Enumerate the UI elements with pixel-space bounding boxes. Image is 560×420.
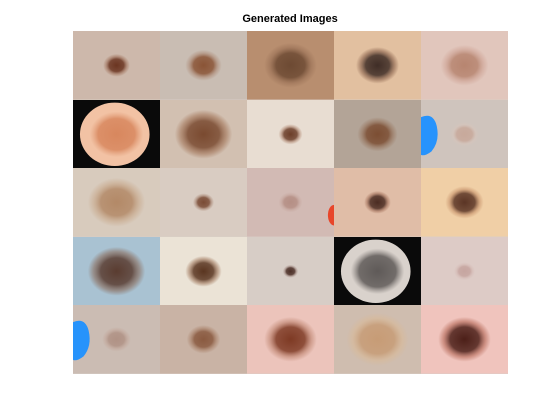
lesion [278, 192, 303, 213]
generated-image-tile [247, 305, 334, 374]
lesion [453, 262, 476, 281]
lesion [185, 255, 222, 287]
generated-image-tile [247, 168, 334, 237]
generated-image-tile [247, 236, 334, 306]
lesion [102, 327, 131, 352]
lesion [282, 264, 299, 278]
generated-image-tile [334, 31, 421, 100]
generated-image-tile [421, 31, 508, 100]
blue-marker-patch [73, 321, 90, 361]
lesion [186, 325, 221, 354]
generated-image-tile [421, 168, 508, 237]
generated-image-tile [73, 305, 160, 374]
image-montage [73, 31, 508, 374]
lesion [440, 44, 489, 86]
lesion [264, 42, 317, 88]
lesion [438, 317, 491, 363]
lesion [192, 193, 215, 212]
lesion [344, 242, 411, 300]
lesion [87, 246, 146, 296]
generated-image-tile [334, 305, 421, 374]
lesion [355, 46, 400, 84]
lesion [346, 313, 409, 367]
generated-image-tile [73, 31, 160, 100]
figure-title: Generated Images [242, 13, 338, 25]
lesion [445, 186, 484, 219]
generated-image-tile [73, 236, 160, 306]
red-marker-patch [327, 205, 334, 226]
generated-image-tile [160, 99, 247, 169]
generated-image-tile [247, 99, 334, 169]
generated-image-tile [73, 99, 160, 169]
generated-image-tile [334, 236, 421, 306]
generated-image-tile [421, 236, 508, 306]
blue-marker-patch [421, 115, 438, 155]
lesion [103, 53, 130, 77]
generated-image-tile [160, 31, 247, 100]
generated-image-tile [160, 168, 247, 237]
lesion [87, 178, 146, 227]
lesion [278, 123, 303, 145]
lesion [185, 49, 222, 81]
generated-image-tile [421, 305, 508, 374]
lesion [364, 191, 391, 214]
generated-image-tile [247, 31, 334, 100]
generated-image-tile [334, 99, 421, 169]
generated-image-tile [421, 99, 508, 169]
generated-image-tile [160, 236, 247, 306]
lesion [450, 121, 479, 147]
lesion [357, 116, 398, 151]
generated-image-tile [73, 168, 160, 237]
lesion [83, 105, 150, 163]
lesion [264, 317, 317, 363]
generated-image-tile [334, 168, 421, 237]
generated-image-tile [160, 305, 247, 374]
lesion [174, 109, 233, 159]
